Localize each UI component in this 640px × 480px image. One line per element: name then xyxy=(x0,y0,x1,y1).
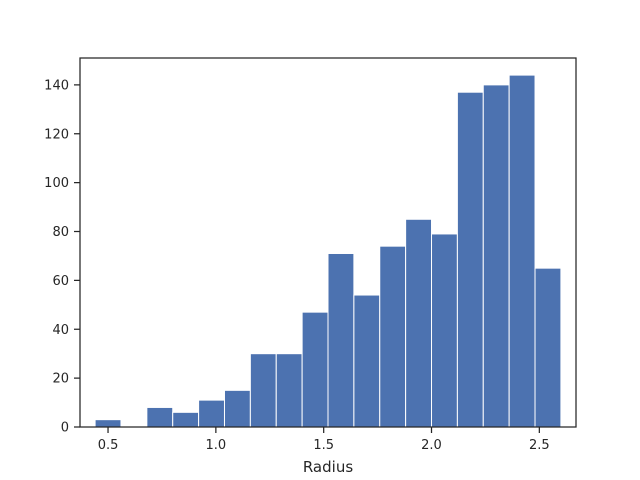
histogram-bar-2 xyxy=(146,406,174,428)
x-tick-label: 1.5 xyxy=(313,438,334,453)
x-tick-label: 2.5 xyxy=(529,438,550,453)
histogram-bar-14 xyxy=(456,91,484,428)
histogram-bar-12 xyxy=(405,218,433,428)
histogram-bar-0 xyxy=(94,419,122,428)
plot-frame xyxy=(79,57,577,428)
histogram-bar-8 xyxy=(301,311,329,428)
histogram-bar-9 xyxy=(327,252,355,428)
y-tick-label: 80 xyxy=(52,225,69,240)
histogram-bar-5 xyxy=(223,389,251,428)
histogram-bar-15 xyxy=(482,84,510,428)
y-tick-label: 60 xyxy=(52,274,69,289)
histogram-bar-6 xyxy=(249,353,277,428)
histogram-bar-16 xyxy=(508,74,536,428)
y-tick-label: 20 xyxy=(52,372,69,387)
histogram-bar-3 xyxy=(172,411,200,428)
x-axis-ticks: 0.5 1.0 1.5 2.0 2.5 xyxy=(98,427,550,453)
histogram-bar-7 xyxy=(275,353,303,428)
y-axis-ticks: 0 20 40 60 80 100 120 140 xyxy=(44,78,80,436)
x-tick-label: 1.0 xyxy=(206,438,227,453)
y-tick-label: 0 xyxy=(61,421,69,436)
y-tick-label: 40 xyxy=(52,323,69,338)
y-tick-label: 120 xyxy=(44,127,69,142)
x-axis-label: Radius xyxy=(303,458,353,476)
histogram-bar-10 xyxy=(353,294,381,428)
histogram-bar-13 xyxy=(431,233,458,428)
y-tick-label: 100 xyxy=(44,176,69,191)
histogram-bar-11 xyxy=(379,245,407,428)
bars-group xyxy=(94,74,562,428)
x-tick-label: 2.0 xyxy=(421,438,442,453)
x-tick-label: 0.5 xyxy=(98,438,119,453)
histogram-bar-17 xyxy=(534,267,562,428)
y-tick-label: 140 xyxy=(44,78,69,93)
histogram-bar-4 xyxy=(198,399,225,428)
